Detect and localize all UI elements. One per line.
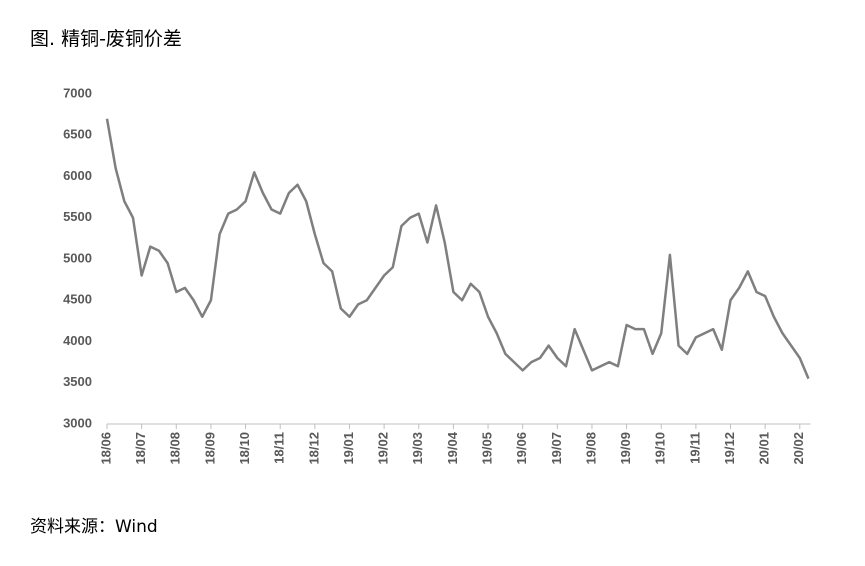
x-tick-label: 18/10 — [237, 432, 252, 465]
x-tick-label: 19/03 — [410, 432, 425, 465]
y-tick-label: 5000 — [63, 250, 92, 265]
x-tick-label: 19/06 — [514, 432, 529, 465]
x-tick-label: 19/04 — [445, 431, 460, 464]
chart-title: 图. 精铜-废铜价差 — [30, 28, 182, 50]
x-tick-label: 19/07 — [549, 432, 564, 465]
y-tick-label: 4000 — [63, 333, 92, 348]
x-tick-label: 20/01 — [757, 432, 772, 465]
y-tick-label: 6500 — [63, 127, 92, 142]
x-tick-label: 18/07 — [133, 432, 148, 465]
x-tick-label: 18/12 — [306, 432, 321, 465]
x-tick-label: 19/05 — [479, 432, 494, 465]
x-tick-label: 18/08 — [168, 432, 183, 465]
x-tick-label: 19/10 — [653, 432, 668, 465]
y-tick-label: 3500 — [63, 374, 92, 389]
data-line — [105, 118, 810, 380]
x-tick-label: 19/09 — [618, 432, 633, 465]
source-note: 资料来源：Wind — [30, 517, 158, 537]
y-tick-label: 4500 — [63, 292, 92, 307]
y-tick-label: 3000 — [63, 415, 92, 430]
x-tick-label: 19/01 — [341, 432, 356, 465]
x-tick-label: 18/11 — [272, 432, 287, 464]
x-tick-label: 19/08 — [583, 432, 598, 465]
x-tick-label: 18/06 — [98, 432, 113, 465]
y-tick-label: 5500 — [63, 209, 92, 224]
y-tick-label: 6000 — [63, 168, 92, 183]
x-tick-label: 18/09 — [202, 432, 217, 465]
y-tick-label: 7000 — [63, 85, 92, 100]
x-tick-label: 19/02 — [376, 432, 391, 465]
x-tick-label: 19/12 — [722, 432, 737, 465]
x-tick-label: 20/02 — [791, 432, 806, 465]
x-tick-label: 19/11 — [687, 432, 702, 464]
